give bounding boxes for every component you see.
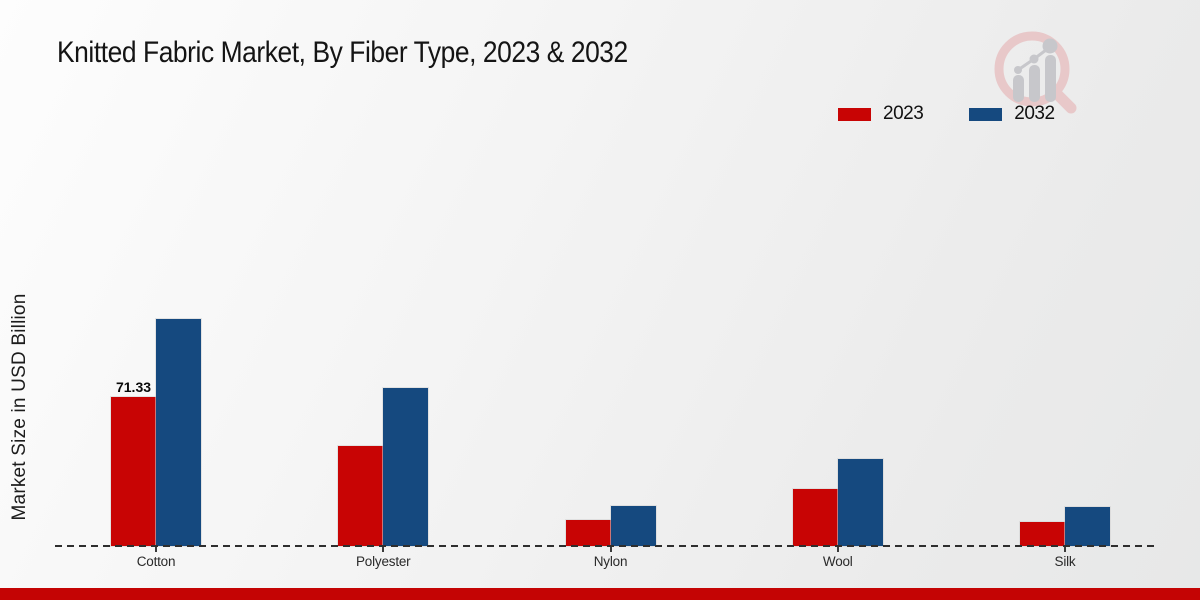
x-axis-tick-cotton bbox=[155, 547, 157, 552]
growth-bars-magnifier-logo-icon bbox=[994, 31, 1077, 114]
bar-2023-polyester bbox=[338, 445, 384, 546]
x-axis-category-label-wool: Wool bbox=[822, 554, 853, 569]
x-axis-tick-wool bbox=[836, 547, 839, 552]
bar-2023-nylon bbox=[565, 520, 611, 546]
x-axis-category-label-nylon: Nylon bbox=[593, 554, 628, 569]
bar-2023-cotton bbox=[111, 397, 156, 546]
bar-2023-silk bbox=[1020, 522, 1065, 546]
legend-label-2032: 2032 bbox=[1014, 103, 1055, 124]
bar-2032-silk bbox=[1065, 506, 1110, 546]
bar-2032-cotton bbox=[156, 318, 201, 546]
bar-2032-nylon bbox=[610, 505, 656, 546]
bar-2023-wool bbox=[792, 489, 838, 546]
y-axis-label: Market Size in USD Billion bbox=[9, 293, 30, 521]
bar-value-label: 71.33 bbox=[115, 378, 152, 395]
legend-swatch-2023 bbox=[838, 107, 871, 121]
bar-2032-polyester bbox=[383, 388, 429, 546]
legend-label-2023: 2023 bbox=[883, 103, 924, 124]
legend-item-2023: 2023 bbox=[838, 103, 924, 125]
x-axis-tick-nylon bbox=[609, 547, 612, 552]
x-axis-category-label-cotton: Cotton bbox=[136, 554, 176, 569]
footer-accent-bar bbox=[0, 588, 1200, 600]
legend-item-2032: 2032 bbox=[969, 103, 1055, 125]
legend: 2023 2032 bbox=[838, 103, 1055, 125]
x-axis-baseline bbox=[55, 545, 1158, 547]
x-axis-category-label-silk: Silk bbox=[1054, 554, 1076, 569]
x-axis-category-label-polyester: Polyester bbox=[356, 554, 411, 569]
plot-area: Cotton Polyester Nylon Wool Silk 71.33 bbox=[55, 150, 1158, 569]
x-axis-tick-polyester bbox=[382, 547, 385, 552]
x-axis-tick-silk bbox=[1064, 547, 1066, 552]
chart-title: Knitted Fabric Market, By Fiber Type, 20… bbox=[57, 36, 628, 69]
legend-swatch-2032 bbox=[969, 107, 1003, 121]
bar-2032-wool bbox=[837, 459, 883, 546]
